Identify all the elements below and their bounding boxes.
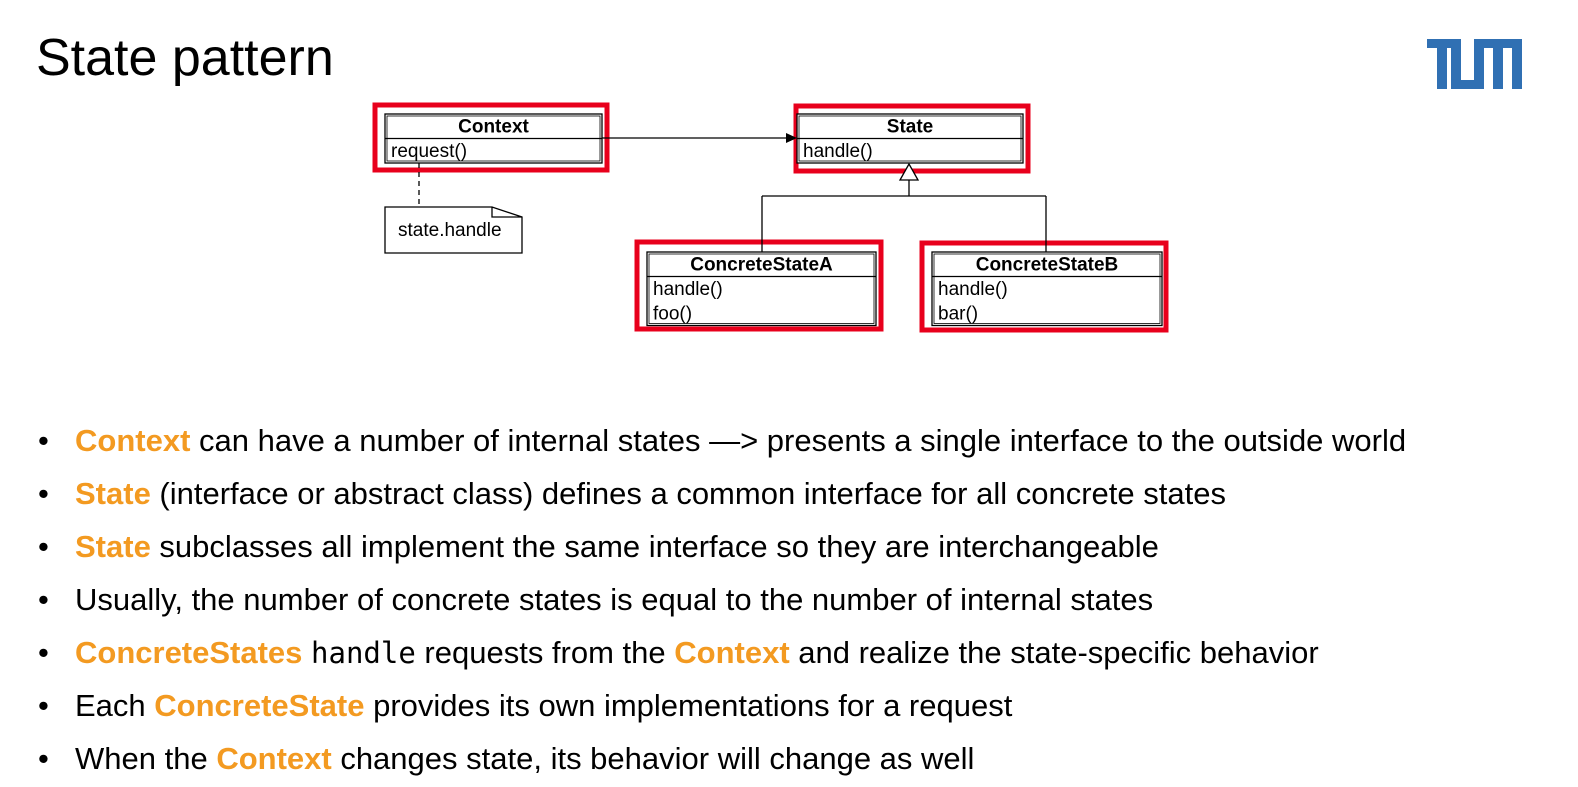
class-box [646, 251, 877, 327]
bullet: State subclasses all implement the same … [36, 520, 1406, 573]
bullet: Context can have a number of internal st… [36, 414, 1406, 467]
class-name: ConcreteStateB [976, 254, 1119, 275]
class-method: request() [391, 141, 467, 162]
emphasis-text: Context [75, 423, 191, 458]
highlight-box [919, 240, 1169, 333]
bullet: Usually, the number of concrete states i… [36, 573, 1406, 626]
bullet: ConcreteStates handle requests from the … [36, 626, 1406, 679]
class-method: handle() [803, 141, 873, 162]
bullet-text: (interface or abstract class) defines a … [150, 476, 1226, 511]
bullet: State (interface or abstract class) defi… [36, 467, 1406, 520]
class-name: Context [458, 116, 529, 137]
bullet-text: Each [75, 688, 155, 723]
class-box-inner [648, 253, 875, 324]
highlight-box [634, 239, 884, 332]
bullet-text: can have a number of internal states —> … [190, 423, 1407, 458]
logo [1427, 39, 1522, 89]
emphasis-text: ConcreteState [154, 688, 365, 723]
bullet-text: requests from the [415, 635, 675, 670]
uml-diagram: state.handle Context request() State handle… [372, 102, 1169, 333]
note-shape [384, 206, 523, 254]
emphasis-text: State [75, 476, 151, 511]
bullet-text: provides its own implementations for a r… [364, 688, 1013, 723]
bullet-list: Context can have a number of internal st… [36, 414, 1406, 785]
slide-title: State pattern [36, 29, 334, 87]
class-method: foo() [653, 303, 692, 324]
class-name: ConcreteStateA [690, 254, 833, 275]
bullet-text: and realize the state-specific behavior [789, 635, 1319, 670]
note-text: state.handle [398, 220, 502, 241]
class-method: bar() [938, 303, 978, 324]
class-name: State [887, 116, 933, 137]
inheritance-arrow [898, 162, 920, 181]
bullet: When the Context changes state, its beha… [36, 732, 1406, 785]
emphasis-text: Context [674, 635, 790, 670]
class-box [931, 251, 1163, 327]
class-method: handle() [938, 279, 1008, 300]
bullet: Each ConcreteState provides its own impl… [36, 679, 1406, 732]
code-text: handle [311, 636, 416, 670]
class-box-inner [933, 253, 1161, 324]
bullet-text: Usually, the number of concrete states i… [75, 582, 1154, 617]
emphasis-text: Context [216, 741, 332, 776]
bullet-text: subclasses all implement the same interf… [150, 529, 1159, 564]
arrow-head [786, 133, 797, 143]
emphasis-text: ConcreteStates [75, 635, 303, 670]
bullet-text: When the [75, 741, 217, 776]
inheritance [761, 180, 1047, 252]
bullet-text [302, 635, 311, 670]
emphasis-text: State [75, 529, 151, 564]
class-method: handle() [653, 279, 723, 300]
bullet-text: changes state, its behavior will change … [331, 741, 975, 776]
